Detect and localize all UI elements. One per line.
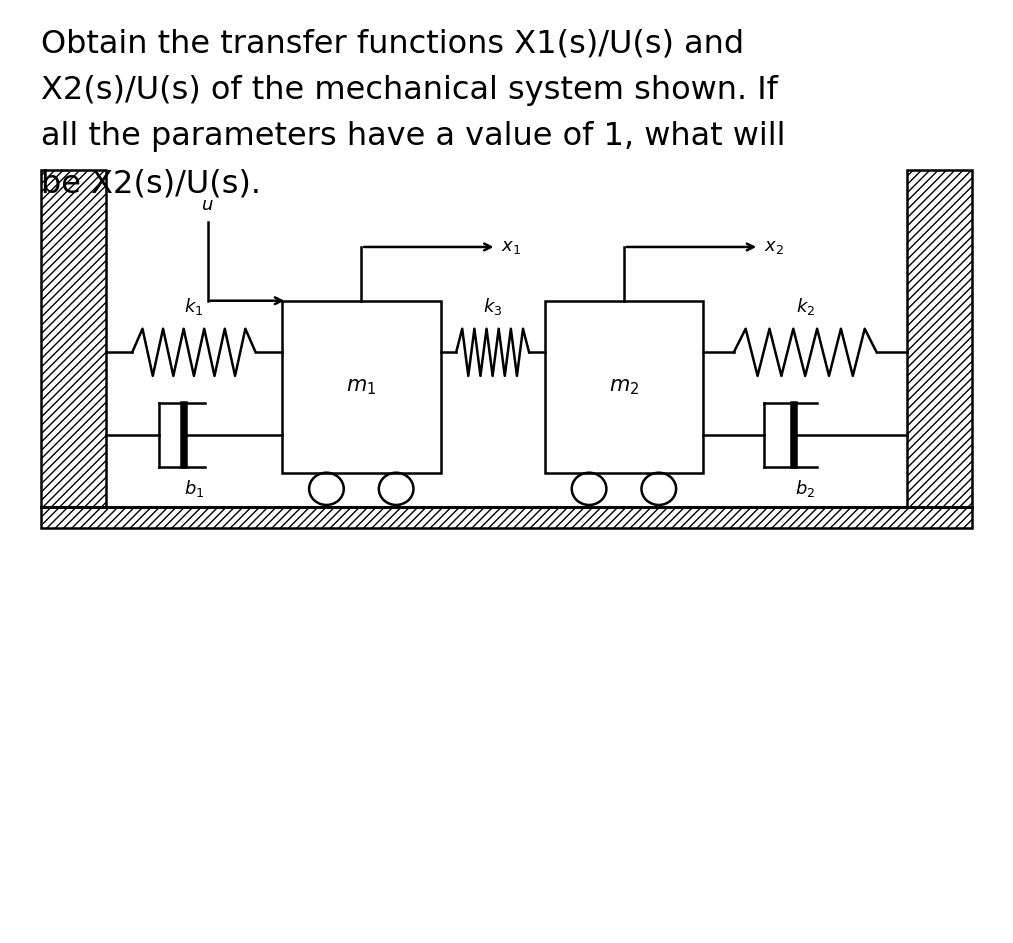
- Text: $b_1$: $b_1$: [183, 478, 204, 500]
- Bar: [282, 301, 441, 472]
- Text: $m_1$: $m_1$: [346, 376, 377, 397]
- Text: $k_1$: $k_1$: [184, 296, 204, 318]
- Text: $b_2$: $b_2$: [795, 478, 815, 500]
- Text: $m_2$: $m_2$: [609, 376, 639, 397]
- Bar: [545, 301, 703, 472]
- Text: $x_2$: $x_2$: [764, 238, 784, 256]
- Text: $k_2$: $k_2$: [795, 296, 814, 318]
- Bar: [41, 506, 972, 528]
- Text: Obtain the transfer functions X1(s)/U(s) and
X2(s)/U(s) of the mechanical system: Obtain the transfer functions X1(s)/U(s)…: [41, 28, 785, 199]
- Text: $k_3$: $k_3$: [483, 296, 502, 318]
- Bar: [908, 170, 972, 506]
- Text: $u$: $u$: [202, 196, 214, 214]
- Text: $x_1$: $x_1$: [501, 238, 521, 256]
- Bar: [41, 170, 105, 506]
